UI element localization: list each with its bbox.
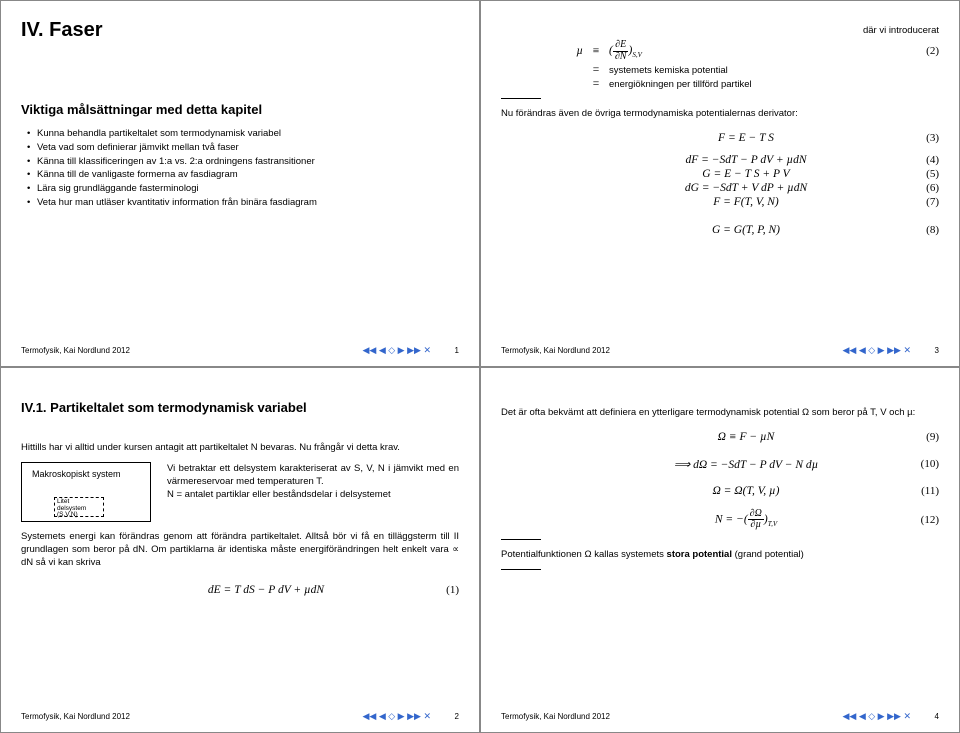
divider [501, 98, 541, 99]
footer-author: Termofysik, Kai Nordlund 2012 [501, 712, 610, 721]
nav-icons[interactable]: ◀◀ ◀ ◇ ▶ ▶▶ ✕ [363, 711, 432, 722]
footer-author: Termofysik, Kai Nordlund 2012 [501, 346, 610, 355]
diagram: Makroskopiskt system Litet delsystem (S,… [21, 462, 459, 522]
panel3-intro: Hittills har vi alltid under kursen anta… [21, 441, 459, 454]
footer-author: Termofysik, Kai Nordlund 2012 [21, 346, 130, 355]
panel1-title: IV. Faser [21, 19, 459, 42]
panel2-para1: Nu förändras även de övriga termodynamis… [501, 107, 939, 120]
eq: dE = T dS − P dV + µdN(1) [21, 584, 459, 596]
makro-label: Makroskopiskt system [32, 469, 140, 479]
bullet: Känna till klassificeringen av 1:a vs. 2… [27, 155, 459, 169]
bullet: Lära sig grundläggande fasterminologi [27, 182, 459, 196]
panel3-para2: Systemets energi kan förändras genom att… [21, 530, 459, 570]
panel-2: där vi introducerat µ ≡ (∂E∂N)S,V (2) = … [480, 0, 960, 367]
panel4-para1: Det är ofta bekvämt att definiera en ytt… [501, 406, 939, 419]
eq: F = F(T, V, N)(7) [501, 196, 939, 208]
eq: Ω ≡ F − µN(9) [501, 431, 939, 443]
eq: ⟹ dΩ = −SdT − P dV − N dµ(10) [501, 457, 939, 471]
eq-line2: = systemets kemiska potential [501, 64, 939, 76]
eq-line3: = energiökningen per tillförd partikel [501, 78, 939, 90]
panel1-subheading: Viktiga målsättningar med detta kapitel [21, 102, 459, 117]
bullet: Veta hur man utläser kvantitativ informa… [27, 196, 459, 210]
bullet: Kunna behandla partikeltalet som termody… [27, 127, 459, 141]
eq: Ω = Ω(T, V, µ)(11) [501, 485, 939, 497]
eq-mu: µ ≡ (∂E∂N)S,V (2) [501, 40, 939, 62]
slide-grid: IV. Faser Viktiga målsättningar med dett… [0, 0, 960, 733]
eq: dG = −SdT + V dP + µdN(6) [501, 182, 939, 194]
divider [501, 569, 541, 570]
bullet: Känna till de vanligaste formerna av fas… [27, 168, 459, 182]
litet-box: Litet delsystem (S,V,N) [54, 497, 104, 517]
divider [501, 539, 541, 540]
eq: F = E − T S(3) [501, 132, 939, 144]
panel4-footer: Termofysik, Kai Nordlund 2012 ◀◀ ◀ ◇ ▶ ▶… [501, 705, 939, 722]
panel3-footer: Termofysik, Kai Nordlund 2012 ◀◀ ◀ ◇ ▶ ▶… [21, 705, 459, 722]
panel2-footer: Termofysik, Kai Nordlund 2012 ◀◀ ◀ ◇ ▶ ▶… [501, 339, 939, 356]
nav-icons[interactable]: ◀◀ ◀ ◇ ▶ ▶▶ ✕ [843, 711, 912, 722]
page-number: 2 [441, 712, 459, 721]
page-number: 4 [921, 712, 939, 721]
panel1-bullets: Kunna behandla partikeltalet som termody… [27, 127, 459, 210]
panel4-para2: Potentialfunktionen Ω kallas systemets s… [501, 548, 939, 561]
intro-label: där vi introducerat [863, 25, 939, 36]
diag-text: Vi betraktar ett delsystem karakterisera… [167, 462, 459, 502]
nav-icons[interactable]: ◀◀ ◀ ◇ ▶ ▶▶ ✕ [363, 345, 432, 356]
bullet: Veta vad som definierar jämvikt mellan t… [27, 141, 459, 155]
panel1-footer: Termofysik, Kai Nordlund 2012 ◀◀ ◀ ◇ ▶ ▶… [21, 339, 459, 356]
panel-1: IV. Faser Viktiga målsättningar med dett… [0, 0, 480, 367]
footer-author: Termofysik, Kai Nordlund 2012 [21, 712, 130, 721]
page-number: 1 [441, 346, 459, 355]
makro-box: Makroskopiskt system Litet delsystem (S,… [21, 462, 151, 522]
eq: N = −(∂Ω∂µ)T,V(12) [501, 509, 939, 531]
eq: G = G(T, P, N)(8) [501, 224, 939, 236]
nav-icons[interactable]: ◀◀ ◀ ◇ ▶ ▶▶ ✕ [843, 345, 912, 356]
eq: G = E − T S + P V(5) [501, 168, 939, 180]
page-number: 3 [921, 346, 939, 355]
panel3-heading: IV.1. Partikeltalet som termodynamisk va… [21, 400, 459, 415]
panel-4: Det är ofta bekvämt att definiera en ytt… [480, 367, 960, 733]
eq: dF = −SdT − P dV + µdN(4) [501, 154, 939, 166]
panel-3: IV.1. Partikeltalet som termodynamisk va… [0, 367, 480, 733]
